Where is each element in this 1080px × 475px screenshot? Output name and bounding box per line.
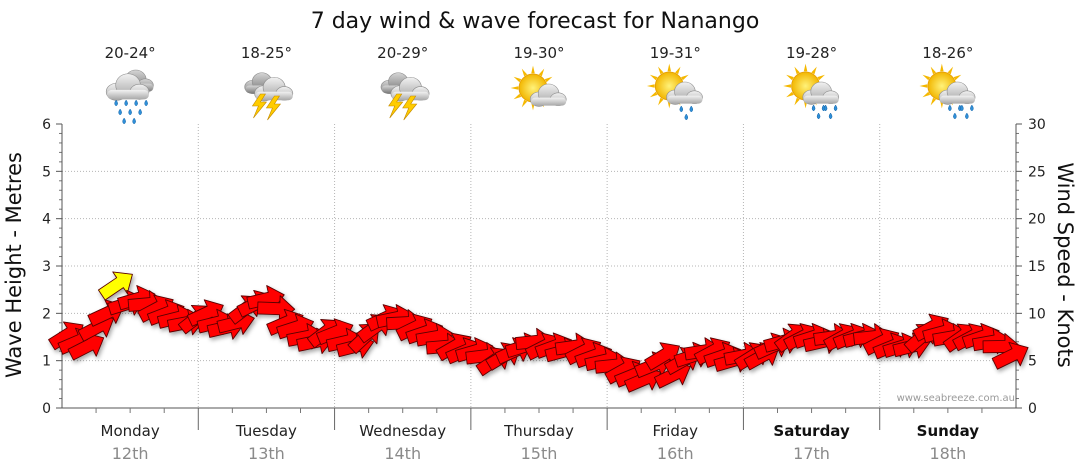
date-label-saturday: 17th — [793, 444, 830, 463]
day-label-tuesday: Tuesday — [235, 422, 297, 440]
chart-title: 7 day wind & wave forecast for Nanango — [311, 9, 760, 34]
left-tick-label: 1 — [42, 354, 51, 370]
day-label-saturday: Saturday — [773, 422, 850, 440]
y-left-axis-title: Wave Height - Metres — [2, 152, 26, 378]
right-tick-label: 5 — [1028, 354, 1037, 370]
y-right-axis-title: Wind Speed - Knots — [1053, 162, 1077, 367]
temp-range-sunday: 18-26° — [922, 44, 973, 62]
sun-cloud-shower-icon — [646, 63, 703, 121]
day-label-thursday: Thursday — [503, 422, 574, 440]
day-label-monday: Monday — [101, 422, 160, 440]
grid-lines — [62, 124, 1016, 408]
sun-cloud-icon — [510, 65, 567, 111]
day-label-friday: Friday — [653, 422, 699, 440]
wind-arrow — [97, 271, 133, 301]
date-label-wednesday: 14th — [384, 444, 421, 463]
left-tick-label: 2 — [42, 306, 51, 322]
right-tick-label: 0 — [1028, 401, 1037, 417]
left-tick-label: 3 — [42, 259, 51, 275]
temp-range-monday: 20-24° — [105, 44, 156, 62]
storm-cloud-icon — [244, 72, 294, 121]
rain-cloud-icon — [105, 69, 154, 125]
left-tick-label: 5 — [42, 164, 51, 180]
left-tick-label: 4 — [42, 212, 51, 228]
right-tick-label: 10 — [1028, 306, 1046, 322]
date-label-monday: 12th — [112, 444, 149, 463]
temp-range-thursday: 19-30° — [513, 44, 564, 62]
right-axis: 0 5 10 15 20 25 30 — [1015, 117, 1046, 417]
day-label-wednesday: Wednesday — [359, 422, 446, 440]
temp-range-saturday: 19-28° — [786, 44, 837, 62]
wind-arrow — [991, 342, 1029, 370]
x-axis: Monday 12th Tuesday 13th Wednesday 14th Thursd… — [62, 407, 1016, 463]
sun-rain-cloud-icon — [919, 63, 976, 120]
daily-header-row: 20-24° 18-25° 20-29° 19-30° 19-31° 19-28° 18-2… — [105, 44, 976, 125]
wind-arrows — [48, 271, 1029, 393]
storm-cloud-icon — [380, 72, 430, 121]
temp-range-tuesday: 18-25° — [241, 44, 292, 62]
temp-range-wednesday: 20-29° — [377, 44, 428, 62]
right-tick-label: 20 — [1028, 212, 1046, 228]
right-tick-label: 30 — [1028, 117, 1046, 133]
date-label-tuesday: 13th — [248, 444, 285, 463]
temp-range-friday: 19-31° — [650, 44, 701, 62]
right-tick-label: 15 — [1028, 259, 1046, 275]
day-label-sunday: Sunday — [917, 422, 980, 440]
date-label-friday: 16th — [657, 444, 694, 463]
left-tick-label: 0 — [42, 401, 51, 417]
right-tick-label: 25 — [1028, 164, 1046, 180]
left-tick-label: 6 — [42, 117, 51, 133]
sun-rain-cloud-icon — [783, 63, 840, 120]
date-label-thursday: 15th — [521, 444, 558, 463]
credit-text: www.seabreeze.com.au — [897, 393, 1015, 404]
left-axis: 0 1 2 3 4 5 6 — [42, 117, 63, 417]
date-label-sunday: 18th — [929, 444, 966, 463]
